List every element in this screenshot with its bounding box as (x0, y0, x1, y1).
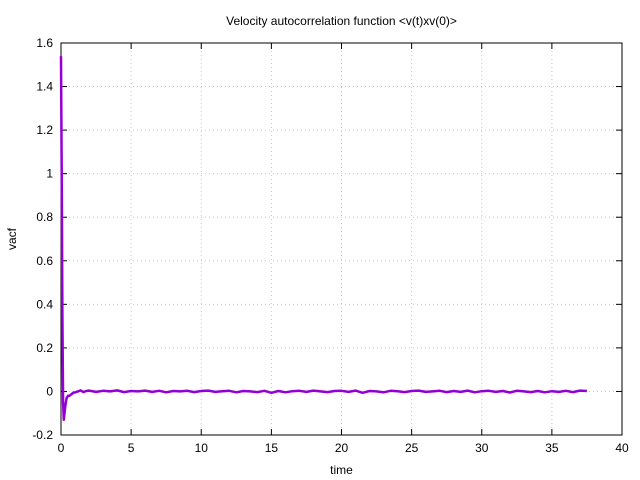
y-tick-label: 1 (46, 167, 53, 181)
x-tick-label: 20 (335, 441, 349, 455)
tick-labels: 0 5 10 15 20 25 30 35 40 -0.2 0 0.2 0.4 0.6 0.8 1 1.2 1.4… (32, 36, 629, 455)
y-tick-label: 0.4 (36, 297, 53, 311)
x-tick-label: 40 (615, 441, 629, 455)
x-tick-label: 5 (128, 441, 135, 455)
y-tick-label: 1.6 (36, 36, 53, 50)
y-tick-label: 0.8 (36, 210, 53, 224)
y-tick-label: 0.2 (36, 341, 53, 355)
series-line-vacf (59, 56, 587, 422)
y-tick-label: -0.2 (32, 428, 53, 442)
x-axis-label: time (330, 463, 353, 477)
y-axis-label: vacf (5, 227, 19, 250)
x-tick-label: 30 (475, 441, 489, 455)
y-tick-label: 0.6 (36, 254, 53, 268)
grid-lines (61, 43, 622, 435)
x-tick-label: 10 (195, 441, 209, 455)
tick-marks (60, 42, 623, 436)
x-tick-label: 35 (545, 441, 559, 455)
x-tick-label: 0 (58, 441, 65, 455)
x-tick-label: 25 (405, 441, 419, 455)
chart-title: Velocity autocorrelation function <v(t)x… (226, 14, 457, 28)
y-tick-label: 0 (46, 384, 53, 398)
y-tick-label: 1.2 (36, 123, 53, 137)
y-tick-label: 1.4 (36, 80, 53, 94)
x-tick-label: 15 (265, 441, 279, 455)
